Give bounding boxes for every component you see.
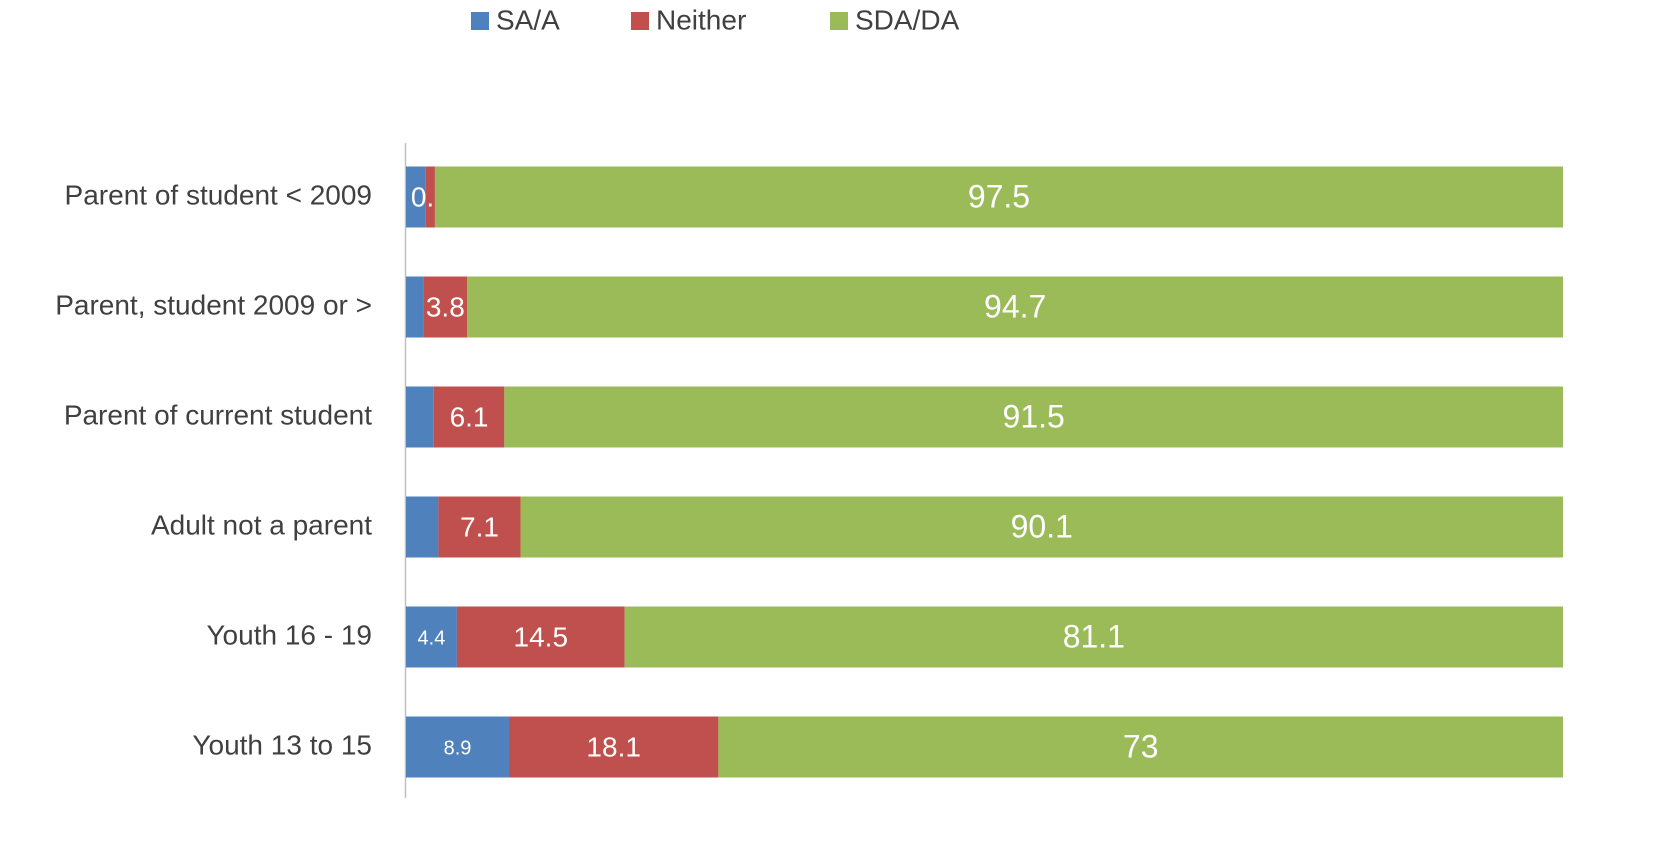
bar-segment bbox=[520, 496, 1564, 558]
bar-segment bbox=[423, 276, 468, 338]
legend-swatch bbox=[830, 12, 848, 30]
data-label: 3.8 bbox=[426, 291, 465, 322]
bar-segment bbox=[406, 606, 457, 668]
legend-label: SDA/DA bbox=[855, 4, 960, 35]
data-label: 7.1 bbox=[460, 511, 499, 542]
y-tick-label: Parent, student 2009 or > bbox=[55, 289, 372, 320]
data-label: 90.1 bbox=[1011, 508, 1073, 544]
bar-segment bbox=[718, 716, 1563, 778]
bar-segment bbox=[434, 166, 1563, 228]
legend-label: SA/A bbox=[496, 4, 560, 35]
legend-swatch bbox=[631, 12, 649, 30]
legend-swatch bbox=[471, 12, 489, 30]
bar-segment bbox=[406, 166, 426, 228]
data-label: 18.1 bbox=[586, 731, 641, 762]
bar-segment bbox=[406, 496, 439, 558]
bar-segment bbox=[406, 386, 434, 448]
bar-segment bbox=[467, 276, 1563, 338]
data-label: 4.4 bbox=[418, 627, 446, 649]
data-label: 8.9 bbox=[444, 737, 472, 759]
data-label: 94.7 bbox=[984, 288, 1046, 324]
bar-segment bbox=[624, 606, 1563, 668]
bar-segment bbox=[438, 496, 521, 558]
y-tick-label: Adult not a parent bbox=[151, 509, 372, 540]
data-label: 97.5 bbox=[968, 178, 1030, 214]
bar-segment bbox=[504, 386, 1564, 448]
data-label: 81.1 bbox=[1063, 618, 1125, 654]
y-tick-label: Youth 16 - 19 bbox=[206, 619, 372, 650]
data-label: 6.1 bbox=[450, 401, 489, 432]
legend-label: Neither bbox=[656, 4, 746, 35]
bar-segment bbox=[456, 606, 625, 668]
y-tick-label: Parent of student < 2009 bbox=[65, 179, 372, 210]
bar-segment bbox=[406, 716, 509, 778]
y-tick-label: Youth 13 to 15 bbox=[192, 729, 372, 760]
y-tick-label: Parent of current student bbox=[64, 399, 372, 430]
bar-segment bbox=[406, 276, 424, 338]
data-label: 73 bbox=[1123, 728, 1159, 764]
data-label: 91.5 bbox=[1003, 398, 1065, 434]
bar-segment bbox=[508, 716, 719, 778]
data-label: 14.5 bbox=[514, 621, 569, 652]
bar-segment bbox=[425, 166, 435, 228]
bar-segment bbox=[433, 386, 505, 448]
